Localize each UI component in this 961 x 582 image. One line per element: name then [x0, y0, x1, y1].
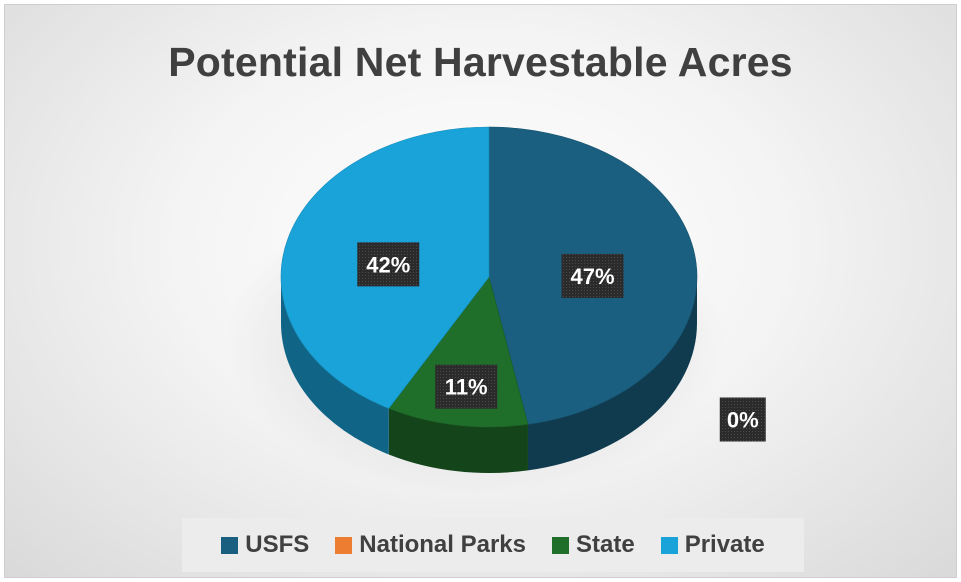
pie-side-usfs [527, 277, 697, 471]
data-label-national-parks: 0% [719, 397, 766, 442]
legend-item-state: State [552, 531, 635, 559]
legend-item-usfs: USFS [221, 531, 309, 559]
legend: USFS National Parks State Private [182, 518, 804, 572]
data-label-text: 42% [366, 252, 410, 277]
legend-label: State [576, 531, 635, 558]
data-label-box [435, 364, 498, 409]
data-label-text: 0% [727, 408, 759, 433]
legend-label: USFS [245, 531, 310, 558]
pie-side-private [281, 277, 389, 455]
legend-swatch [221, 536, 239, 554]
legend-label: National Parks [359, 531, 526, 558]
chart-area: Potential Net Harvestable Acres 47% 0% 11%… [4, 4, 957, 578]
data-label-usfs: 47% [561, 253, 624, 298]
legend-swatch [552, 536, 569, 554]
pie-plot: 47% 0% 11% 42% [225, 126, 766, 495]
data-label-text: 47% [571, 264, 615, 289]
data-label-box [719, 397, 766, 442]
chart-title: Potential Net Harvestable Acres [168, 39, 793, 85]
legend-item-national-parks: National Parks [335, 531, 526, 559]
data-label-state: 11% [435, 364, 498, 409]
pie-side-state [388, 408, 528, 473]
legend-label: Private [684, 531, 765, 558]
legend-swatch [660, 536, 678, 554]
data-label-private: 42% [357, 242, 420, 287]
data-label-box [357, 242, 420, 287]
data-label-box [561, 253, 624, 298]
legend-swatch [335, 536, 353, 554]
data-label-text: 11% [445, 375, 488, 400]
legend-item-private: Private [660, 531, 765, 559]
